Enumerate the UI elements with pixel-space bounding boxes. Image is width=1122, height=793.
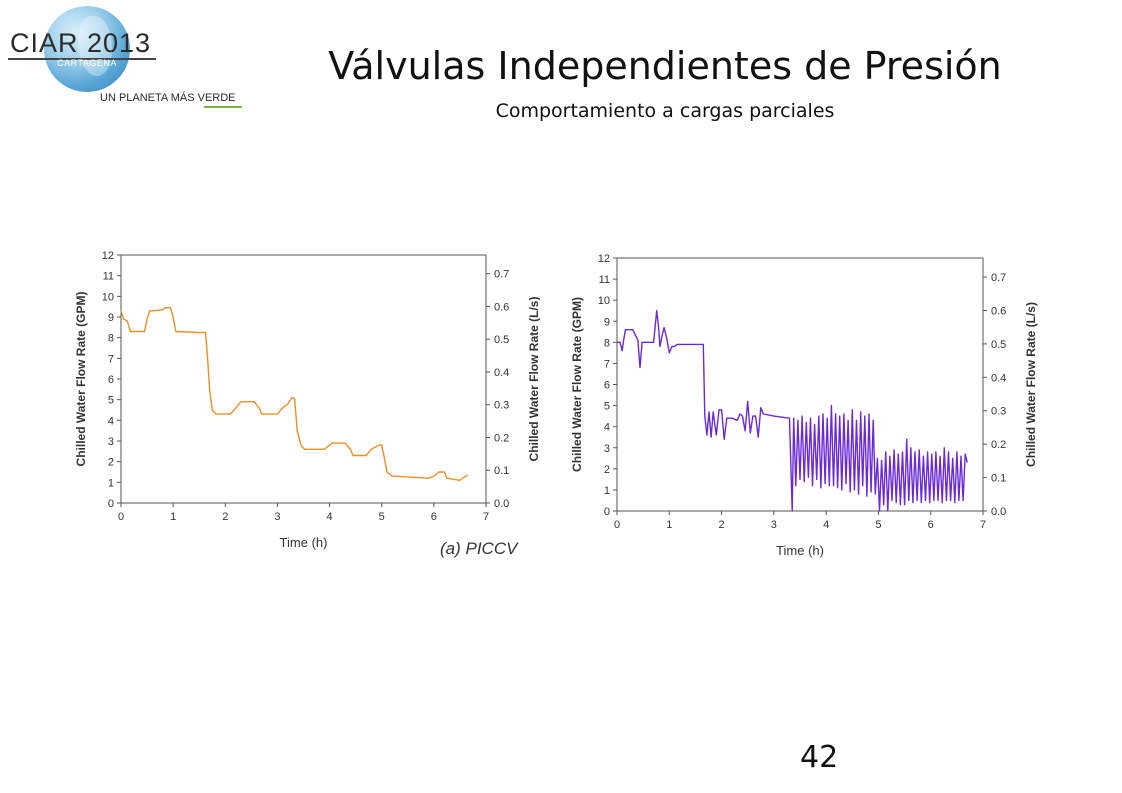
chart-b-y-tick-label: 7 — [604, 358, 610, 370]
chart-a-y-tick-label: 6 — [108, 374, 114, 386]
chart-a-x-tick-label: 6 — [431, 511, 437, 523]
chart-a-y-tick-label: 3 — [108, 436, 114, 448]
chart-b-y-tick-label: 8 — [604, 337, 610, 349]
slide-title: Válvulas Independientes de Presión — [260, 44, 1070, 88]
chart-b-y-axis-label: Chilled Water Flow Rate (GPM) — [570, 297, 584, 472]
chart-a-y-tick-label: 5 — [108, 395, 114, 407]
page-number: 42 — [800, 740, 838, 775]
chart-a-y-tick-label: 10 — [102, 291, 114, 303]
logo-city: CARTAGENA — [44, 58, 130, 68]
chart-a-y2-tick-label: 0.5 — [494, 334, 509, 346]
chart-a-x-tick-label: 5 — [379, 511, 385, 523]
chart-b-x-tick-label: 1 — [666, 519, 672, 531]
chart-a-y2-tick-label: 0.7 — [494, 269, 509, 281]
chart-caption-a: (a) PICCV — [440, 539, 517, 559]
chart-a-y2-tick-label: 0.6 — [494, 301, 509, 313]
chart-a-y2-tick-label: 0.2 — [494, 432, 509, 444]
logo-tagline-prefix: UN PLANETA MÁS — [100, 92, 198, 104]
chart-b-y2-tick-label: 0.3 — [991, 406, 1006, 418]
chart-b-y-tick-label: 2 — [604, 464, 610, 476]
chart-b-x-tick-label: 4 — [823, 519, 829, 531]
logo-brand: CIAR 2013 — [10, 28, 151, 59]
chart-b-x-tick-label: 3 — [771, 519, 777, 531]
chart-a-y-axis-label: Chilled Water Flow Rate (GPM) — [74, 292, 88, 467]
chart-b-y2-tick-label: 0.0 — [991, 506, 1006, 518]
chart-a-y2-tick-label: 0.1 — [494, 465, 509, 477]
chart-a-x-axis-label: Time (h) — [280, 535, 328, 550]
slide: CIAR 2013 CARTAGENA UN PLANETA MÁS VERDE… — [0, 0, 1122, 793]
flow-chart-conventional: 0 1 2 3 4 5 6 701234567891011120.00.10.20.30.40… — [555, 240, 1045, 570]
chart-b-x-axis-label: Time (h) — [776, 543, 824, 558]
chart-b-x-tick-label: 0 — [614, 519, 620, 531]
chart-b-y2-tick-label: 0.4 — [991, 372, 1006, 384]
chart-b-y-tick-label: 1 — [604, 485, 610, 497]
logo-tagline: UN PLANETA MÁS VERDE — [100, 92, 236, 104]
chart-b-y-tick-label: 3 — [604, 443, 610, 455]
chart-b-y2-tick-label: 0.5 — [991, 339, 1006, 351]
chart-a-plot-frame — [121, 255, 486, 503]
chart-a-x-tick-label: 2 — [222, 511, 228, 523]
flow-chart-piccv: 0 1 2 3 4 5 6 701234567891011120.00.10.20.30.40… — [60, 240, 540, 570]
chart-a-y2-axis-label: Chilled Water Flow Rate (L/s) — [527, 297, 540, 462]
chart-b-y2-tick-label: 0.7 — [991, 272, 1006, 284]
chart-b-x-tick-label: 5 — [875, 519, 881, 531]
logo-tagline-underline — [204, 106, 242, 108]
chart-a-y-tick-label: 1 — [108, 477, 114, 489]
chart-b-y2-axis-label: Chilled Water Flow Rate (L/s) — [1024, 302, 1038, 467]
chart-b-y-tick-label: 5 — [604, 401, 610, 413]
chart-a-x-tick-label: 7 — [483, 511, 489, 523]
chart-a-x-tick-label: 3 — [274, 511, 280, 523]
chart-a-y2-tick-label: 0.3 — [494, 400, 509, 412]
chart-b-x-tick-label: 7 — [980, 519, 986, 531]
chart-a-y-tick-label: 2 — [108, 457, 114, 469]
chart-a-y-tick-label: 4 — [108, 415, 114, 427]
chart-a-y-tick-label: 7 — [108, 353, 114, 365]
chart-a-y2-tick-label: 0.0 — [494, 498, 509, 510]
chart-b-y-tick-label: 9 — [604, 316, 610, 328]
chart-b-x-tick-label: 2 — [719, 519, 725, 531]
logo-tagline-emphasis: VERDE — [198, 92, 236, 104]
chart-b-y2-tick-label: 0.1 — [991, 473, 1006, 485]
ciar-logo: CIAR 2013 CARTAGENA UN PLANETA MÁS VERDE — [8, 6, 248, 110]
chart-b-x-tick-label: 6 — [928, 519, 934, 531]
chart-a-x-tick-label: 0 — [118, 511, 124, 523]
chart-b-y-tick-label: 12 — [598, 253, 610, 265]
chart-b-y2-tick-label: 0.6 — [991, 305, 1006, 317]
chart-a-y-tick-label: 12 — [102, 250, 114, 262]
chart-b-y-tick-label: 4 — [604, 422, 610, 434]
chart-b-y-tick-label: 0 — [604, 506, 610, 518]
chart-a-x-tick-label: 4 — [327, 511, 333, 523]
chart-a-y2-tick-label: 0.4 — [494, 367, 509, 379]
chart-b-y-tick-label: 10 — [598, 295, 610, 307]
chart-a-y-tick-label: 0 — [108, 498, 114, 510]
slide-subtitle: Comportamiento a cargas parciales — [260, 100, 1070, 122]
chart-a-y-tick-label: 11 — [103, 271, 114, 283]
chart-b-y-tick-label: 6 — [604, 380, 610, 392]
chart-a-y-tick-label: 9 — [108, 312, 114, 324]
chart-a-y-tick-label: 8 — [108, 333, 114, 345]
chart-b-y2-tick-label: 0.2 — [991, 439, 1006, 451]
chart-a-x-tick-label: 1 — [170, 511, 176, 523]
chart-b-y-tick-label: 11 — [599, 274, 610, 286]
